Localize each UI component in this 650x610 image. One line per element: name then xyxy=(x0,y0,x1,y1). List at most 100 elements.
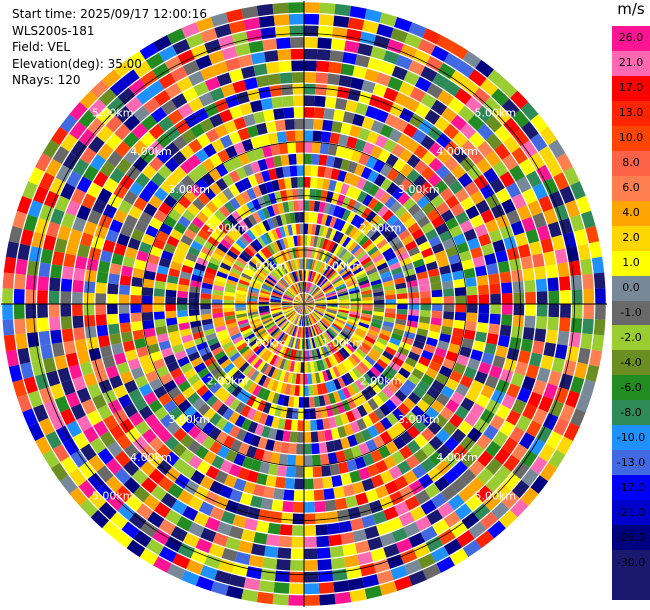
range-gate xyxy=(452,270,464,281)
range-gate xyxy=(425,55,444,72)
range-gate xyxy=(301,293,304,304)
range-gate xyxy=(308,314,313,325)
colorbar-tick-label: -26.0 xyxy=(616,530,646,544)
range-gate xyxy=(316,236,322,248)
range-gate xyxy=(499,171,515,188)
range-gate xyxy=(177,103,194,119)
range-gate xyxy=(444,140,460,156)
range-gate xyxy=(341,387,352,399)
range-gate xyxy=(323,265,331,276)
range-gate xyxy=(383,543,400,558)
range-gate xyxy=(187,439,202,454)
range-gate xyxy=(287,200,295,212)
range-gate xyxy=(313,248,319,259)
range-gate xyxy=(411,228,425,240)
range-gate xyxy=(294,118,304,130)
start-time-text: Start time: 2025/09/17 12:00:16 xyxy=(12,7,207,21)
range-gate xyxy=(361,388,372,401)
range-gate xyxy=(251,322,263,330)
range-gate xyxy=(284,309,295,317)
range-gate xyxy=(311,259,316,271)
range-gate xyxy=(258,580,275,593)
range-gate xyxy=(414,489,431,505)
range-gate xyxy=(190,123,205,138)
range-gate xyxy=(228,329,241,337)
range-gate xyxy=(330,168,340,181)
range-gate xyxy=(326,268,335,279)
range-gate xyxy=(420,457,436,473)
range-gate xyxy=(478,294,490,304)
range-gate xyxy=(259,311,271,316)
range-gate xyxy=(343,147,355,160)
range-gate xyxy=(235,91,250,105)
range-gate xyxy=(428,451,444,467)
range-gate xyxy=(246,229,257,241)
range-gate xyxy=(310,286,318,295)
range-gate xyxy=(194,336,207,346)
range-gate xyxy=(489,313,501,325)
range-gate xyxy=(474,370,488,385)
range-gate xyxy=(413,542,431,559)
range-gate xyxy=(130,304,142,314)
range-gate xyxy=(329,273,340,282)
range-gate xyxy=(313,324,320,335)
range-gate xyxy=(571,304,583,319)
range-gate xyxy=(372,201,384,214)
range-gate xyxy=(331,324,341,333)
range-gate xyxy=(548,190,564,208)
range-gate xyxy=(343,272,354,281)
range-gate xyxy=(420,166,435,181)
range-gate xyxy=(370,279,382,286)
range-gate xyxy=(495,404,511,420)
range-gate xyxy=(304,95,315,107)
range-gate xyxy=(87,472,105,491)
range-gate xyxy=(141,233,155,246)
range-gate xyxy=(283,347,290,359)
range-gate xyxy=(147,80,165,97)
range-gate xyxy=(304,466,314,478)
range-gate xyxy=(498,510,518,529)
range-gate xyxy=(384,346,397,356)
range-gate xyxy=(276,357,284,369)
range-gate xyxy=(352,65,368,79)
range-gate xyxy=(109,424,125,441)
range-gate xyxy=(499,420,515,437)
range-gate xyxy=(361,514,376,528)
range-gate xyxy=(167,275,179,284)
range-gate xyxy=(252,384,262,397)
range-gate xyxy=(317,276,326,286)
range-gate xyxy=(304,130,314,142)
range-gate xyxy=(383,138,397,153)
range-gate xyxy=(107,97,125,115)
range-gate xyxy=(27,260,40,276)
range-gate xyxy=(373,295,385,301)
range-gate xyxy=(480,511,499,530)
range-gate xyxy=(341,399,351,412)
range-gate xyxy=(282,237,289,249)
range-gate xyxy=(376,570,394,585)
range-gate xyxy=(287,372,294,384)
range-gate xyxy=(311,153,320,165)
range-gate xyxy=(341,329,352,338)
range-gate xyxy=(291,408,299,420)
range-gate xyxy=(276,37,291,50)
range-gate xyxy=(205,219,218,231)
range-gate xyxy=(268,168,278,181)
range-gate xyxy=(155,325,168,336)
range-gate xyxy=(226,381,238,394)
range-gate xyxy=(109,511,128,530)
range-gate xyxy=(379,12,398,27)
range-gate xyxy=(241,5,259,20)
range-gate xyxy=(585,364,600,383)
range-gate xyxy=(325,369,333,381)
range-gate xyxy=(382,247,394,258)
range-gate xyxy=(309,284,317,295)
range-gate xyxy=(214,209,227,222)
range-gate xyxy=(336,86,350,99)
range-gate xyxy=(370,46,387,61)
range-gate xyxy=(330,427,340,440)
range-gate xyxy=(190,548,208,564)
ring-label: 1.00km xyxy=(245,336,287,349)
range-gate xyxy=(304,294,309,304)
range-gate xyxy=(443,538,463,556)
